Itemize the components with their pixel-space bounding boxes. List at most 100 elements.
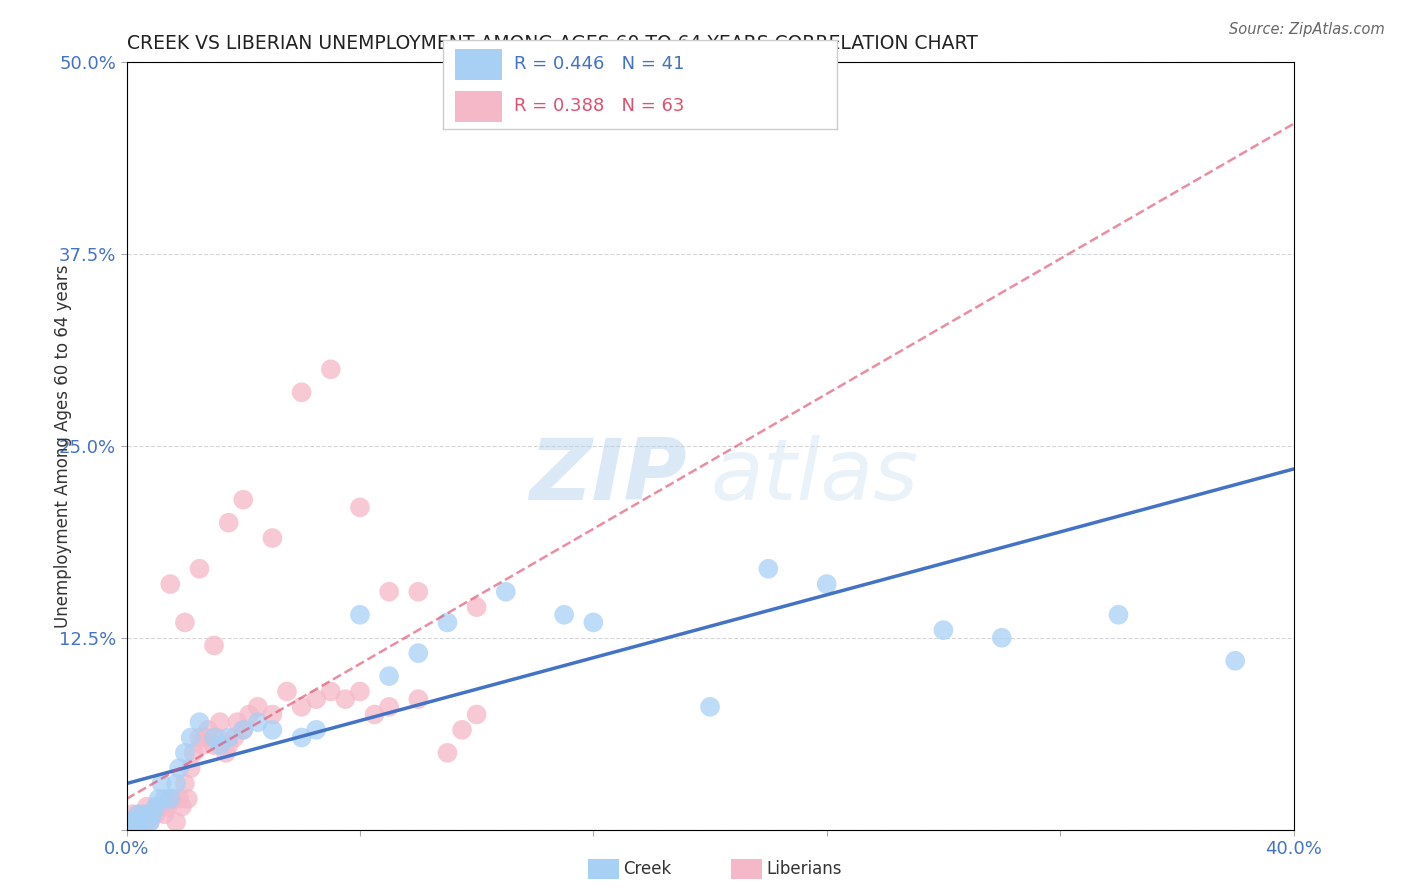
FancyBboxPatch shape xyxy=(454,49,502,80)
Point xyxy=(932,623,955,637)
Point xyxy=(197,723,219,737)
Point xyxy=(194,731,217,745)
Point xyxy=(1108,607,1130,622)
Point xyxy=(127,807,149,822)
Point xyxy=(408,646,430,660)
Point xyxy=(174,776,197,790)
Point xyxy=(132,807,155,822)
Point xyxy=(378,669,401,683)
Point xyxy=(815,577,838,591)
Point xyxy=(142,807,165,822)
Point xyxy=(139,814,162,829)
Point xyxy=(129,814,152,829)
Point xyxy=(202,738,225,752)
FancyBboxPatch shape xyxy=(454,91,502,122)
Point xyxy=(408,692,430,706)
Point xyxy=(465,707,488,722)
Point xyxy=(162,792,184,806)
Point xyxy=(118,814,141,829)
Point xyxy=(136,799,159,814)
Point xyxy=(124,814,146,829)
Point xyxy=(145,807,167,822)
Point xyxy=(226,715,249,730)
Point xyxy=(159,792,181,806)
Point xyxy=(378,699,401,714)
Point xyxy=(408,584,430,599)
Point xyxy=(262,707,284,722)
Point xyxy=(1223,654,1246,668)
Point xyxy=(319,362,342,376)
Point xyxy=(188,731,211,745)
Point xyxy=(436,746,458,760)
Point xyxy=(159,792,181,806)
Point xyxy=(319,684,342,698)
Point xyxy=(349,607,371,622)
Point xyxy=(150,776,173,790)
Point xyxy=(218,738,240,752)
Point xyxy=(305,723,328,737)
Point xyxy=(188,562,211,576)
Point xyxy=(148,792,170,806)
Point xyxy=(378,584,401,599)
Point xyxy=(142,807,165,822)
Point xyxy=(202,639,225,653)
Point xyxy=(174,615,197,630)
Point xyxy=(699,699,721,714)
Point xyxy=(180,761,202,775)
Point xyxy=(127,807,149,822)
Point xyxy=(129,814,152,829)
Point xyxy=(436,615,458,630)
Point xyxy=(232,492,254,507)
Point xyxy=(335,692,357,706)
Text: R = 0.388   N = 63: R = 0.388 N = 63 xyxy=(513,97,685,115)
Point xyxy=(124,814,146,829)
Text: R = 0.446   N = 41: R = 0.446 N = 41 xyxy=(513,55,685,73)
Point xyxy=(165,814,187,829)
Point xyxy=(305,692,328,706)
Point xyxy=(208,738,231,752)
Point xyxy=(990,631,1012,645)
Point xyxy=(153,792,176,806)
Point xyxy=(262,531,284,545)
Point xyxy=(148,799,170,814)
Point xyxy=(246,699,269,714)
Text: Source: ZipAtlas.com: Source: ZipAtlas.com xyxy=(1229,22,1385,37)
Point xyxy=(145,799,167,814)
Point xyxy=(121,807,143,822)
Point xyxy=(159,577,181,591)
Point xyxy=(174,746,197,760)
Point xyxy=(118,814,141,829)
Point xyxy=(224,731,246,745)
Point xyxy=(188,715,211,730)
Point xyxy=(756,562,779,576)
Point xyxy=(139,814,162,829)
Text: ZIP: ZIP xyxy=(529,435,686,518)
Text: Creek: Creek xyxy=(623,860,671,878)
Point xyxy=(167,761,190,775)
Point xyxy=(202,731,225,745)
Text: CREEK VS LIBERIAN UNEMPLOYMENT AMONG AGES 60 TO 64 YEARS CORRELATION CHART: CREEK VS LIBERIAN UNEMPLOYMENT AMONG AGE… xyxy=(127,34,977,53)
Point xyxy=(153,807,176,822)
Text: Liberians: Liberians xyxy=(766,860,842,878)
Point xyxy=(363,707,385,722)
Point xyxy=(290,699,312,714)
Point xyxy=(246,715,269,730)
Point xyxy=(553,607,575,622)
Point xyxy=(150,799,173,814)
Text: Unemployment Among Ages 60 to 64 years: Unemployment Among Ages 60 to 64 years xyxy=(55,264,72,628)
Point xyxy=(290,385,312,400)
Point xyxy=(451,723,474,737)
Point xyxy=(165,776,187,790)
Point xyxy=(290,731,312,745)
Point xyxy=(238,707,260,722)
Point xyxy=(156,799,179,814)
Point xyxy=(180,731,202,745)
Point xyxy=(170,799,193,814)
Point xyxy=(177,792,200,806)
Point xyxy=(215,746,238,760)
Point xyxy=(121,814,143,829)
Point xyxy=(218,516,240,530)
Point xyxy=(465,600,488,615)
Point xyxy=(218,731,240,745)
Point xyxy=(132,807,155,822)
